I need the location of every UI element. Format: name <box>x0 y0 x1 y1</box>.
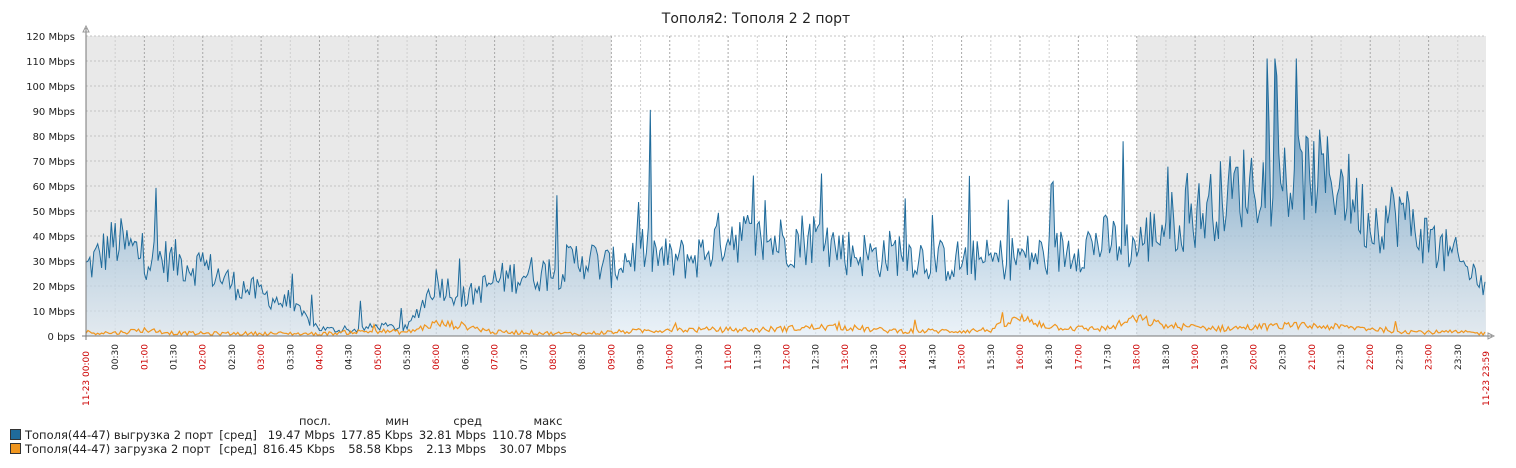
legend-header-row: посл. мин сред макс <box>10 414 572 428</box>
x-tick-label: 12:30 <box>812 344 822 370</box>
legend-last: 19.47 Mbps <box>267 428 335 442</box>
legend-series-name: Тополя(44-47) загрузка 2 порт <box>25 442 211 456</box>
y-tick-label: 10 Mbps <box>33 307 75 318</box>
series-download-line <box>85 312 1486 337</box>
legend-avg: 2.13 Mbps <box>426 442 487 456</box>
x-tick-label: 08:00 <box>549 344 559 370</box>
x-tick-label: 11:00 <box>724 344 734 370</box>
x-tick-label: 17:00 <box>1074 344 1084 370</box>
legend-header-last: посл. <box>299 414 331 428</box>
x-tick-label: 06:00 <box>432 344 442 370</box>
legend-swatch-download <box>10 443 21 454</box>
y-tick-label: 60 Mbps <box>33 182 75 193</box>
legend-row-download: Тополя(44-47) загрузка 2 порт [сред] 816… <box>10 442 572 456</box>
x-tick-label: 06:30 <box>461 344 471 370</box>
x-tick-label: 18:30 <box>1162 344 1172 370</box>
y-tick-label: 90 Mbps <box>33 107 75 118</box>
x-tick-label: 15:00 <box>958 344 968 370</box>
legend-func: [сред] <box>219 442 257 456</box>
legend-avg: 32.81 Mbps <box>418 428 487 442</box>
series-upload-line <box>85 58 1486 334</box>
traffic-chart: Тополя2: Тополя 2 2 порт 0 bps 10 Mbps 20 … <box>26 11 1496 406</box>
x-tick-label: 14:30 <box>928 344 938 370</box>
x-tick-label: 20:30 <box>1279 344 1289 370</box>
x-tick-label: 13:00 <box>841 344 851 370</box>
x-tick-label: 09:00 <box>607 344 617 370</box>
series-upload-area <box>86 58 1486 336</box>
x-tick-label: 01:00 <box>140 344 150 370</box>
y-axis-arrow-icon <box>82 24 90 33</box>
x-tick-label: 05:00 <box>374 344 384 370</box>
x-tick-label: 15:30 <box>987 344 997 370</box>
x-tick-label: 23:30 <box>1454 344 1464 370</box>
x-tick-label: 21:30 <box>1337 344 1347 370</box>
x-tick-label: 09:30 <box>637 344 647 370</box>
x-range-label: 11-23 00:00 <box>82 351 92 406</box>
x-range-label: 11-23 23:59 <box>1482 351 1492 406</box>
x-tick-label: 11:30 <box>753 344 763 370</box>
x-tick-label: 10:30 <box>695 344 705 370</box>
legend-header-min: мин <box>385 414 409 428</box>
x-axis-arrow-icon <box>1487 332 1496 340</box>
x-tick-label: 04:00 <box>315 344 325 370</box>
x-tick-label: 19:00 <box>1191 344 1201 370</box>
axes: 0 bps 10 Mbps 20 Mbps 30 Mbps 40 Mbps 50 Mbps… <box>26 24 1496 406</box>
legend-header-avg: сред <box>453 414 483 428</box>
x-tick-label: 22:30 <box>1395 344 1405 370</box>
legend-max: 110.78 Mbps <box>492 428 567 442</box>
x-tick-label: 03:30 <box>286 344 296 370</box>
x-tick-label: 16:00 <box>1016 344 1026 370</box>
x-tick-label: 22:00 <box>1366 344 1376 370</box>
x-tick-label: 16:30 <box>1045 344 1055 370</box>
y-tick-label: 0 bps <box>48 332 75 343</box>
x-tick-label: 07:30 <box>520 344 530 370</box>
legend-min: 58.58 Kbps <box>348 442 413 456</box>
x-tick-label: 21:00 <box>1308 344 1318 370</box>
x-tick-label: 01:30 <box>170 344 180 370</box>
legend: посл. мин сред макс Тополя(44-47) выгруз… <box>10 414 572 456</box>
x-tick-label: 02:00 <box>199 344 209 370</box>
legend-header-max: макс <box>533 414 563 428</box>
legend-last: 816.45 Kbps <box>262 442 335 456</box>
x-tick-label: 12:00 <box>782 344 792 370</box>
y-tick-label: 30 Mbps <box>33 257 75 268</box>
x-tick-label: 00:30 <box>111 344 121 370</box>
legend-max: 30.07 Mbps <box>499 442 567 456</box>
x-tick-label: 02:30 <box>228 344 238 370</box>
y-tick-label: 70 Mbps <box>33 157 75 168</box>
legend-series-name: Тополя(44-47) выгрузка 2 порт <box>25 428 214 442</box>
x-tick-label: 18:00 <box>1133 344 1143 370</box>
x-tick-label: 14:00 <box>899 344 909 370</box>
legend-row-upload: Тополя(44-47) выгрузка 2 порт [сред] 19.… <box>10 428 572 442</box>
x-tick-label: 05:30 <box>403 344 413 370</box>
x-tick-label: 13:30 <box>870 344 880 370</box>
y-tick-label: 120 Mbps <box>26 32 75 43</box>
y-tick-label: 50 Mbps <box>33 207 75 218</box>
x-tick-label: 23:00 <box>1425 344 1435 370</box>
x-tick-label: 04:30 <box>345 344 355 370</box>
x-tick-label: 10:00 <box>666 344 676 370</box>
y-tick-label: 80 Mbps <box>33 132 75 143</box>
x-tick-label: 19:30 <box>1220 344 1230 370</box>
series-layer <box>85 58 1486 337</box>
y-tick-label: 40 Mbps <box>33 232 75 243</box>
x-tick-label: 17:30 <box>1104 344 1114 370</box>
x-tick-label: 08:30 <box>578 344 588 370</box>
x-tick-label: 07:00 <box>491 344 501 370</box>
x-tick-label: 20:00 <box>1249 344 1259 370</box>
y-tick-label: 110 Mbps <box>26 57 75 68</box>
x-tick-label: 03:00 <box>257 344 267 370</box>
y-tick-label: 100 Mbps <box>26 82 75 93</box>
legend-func: [сред] <box>219 428 257 442</box>
y-tick-label: 20 Mbps <box>33 282 75 293</box>
legend-swatch-upload <box>10 429 21 440</box>
legend-min: 177.85 Kbps <box>340 428 413 442</box>
chart-title: Тополя2: Тополя 2 2 порт <box>661 11 850 27</box>
